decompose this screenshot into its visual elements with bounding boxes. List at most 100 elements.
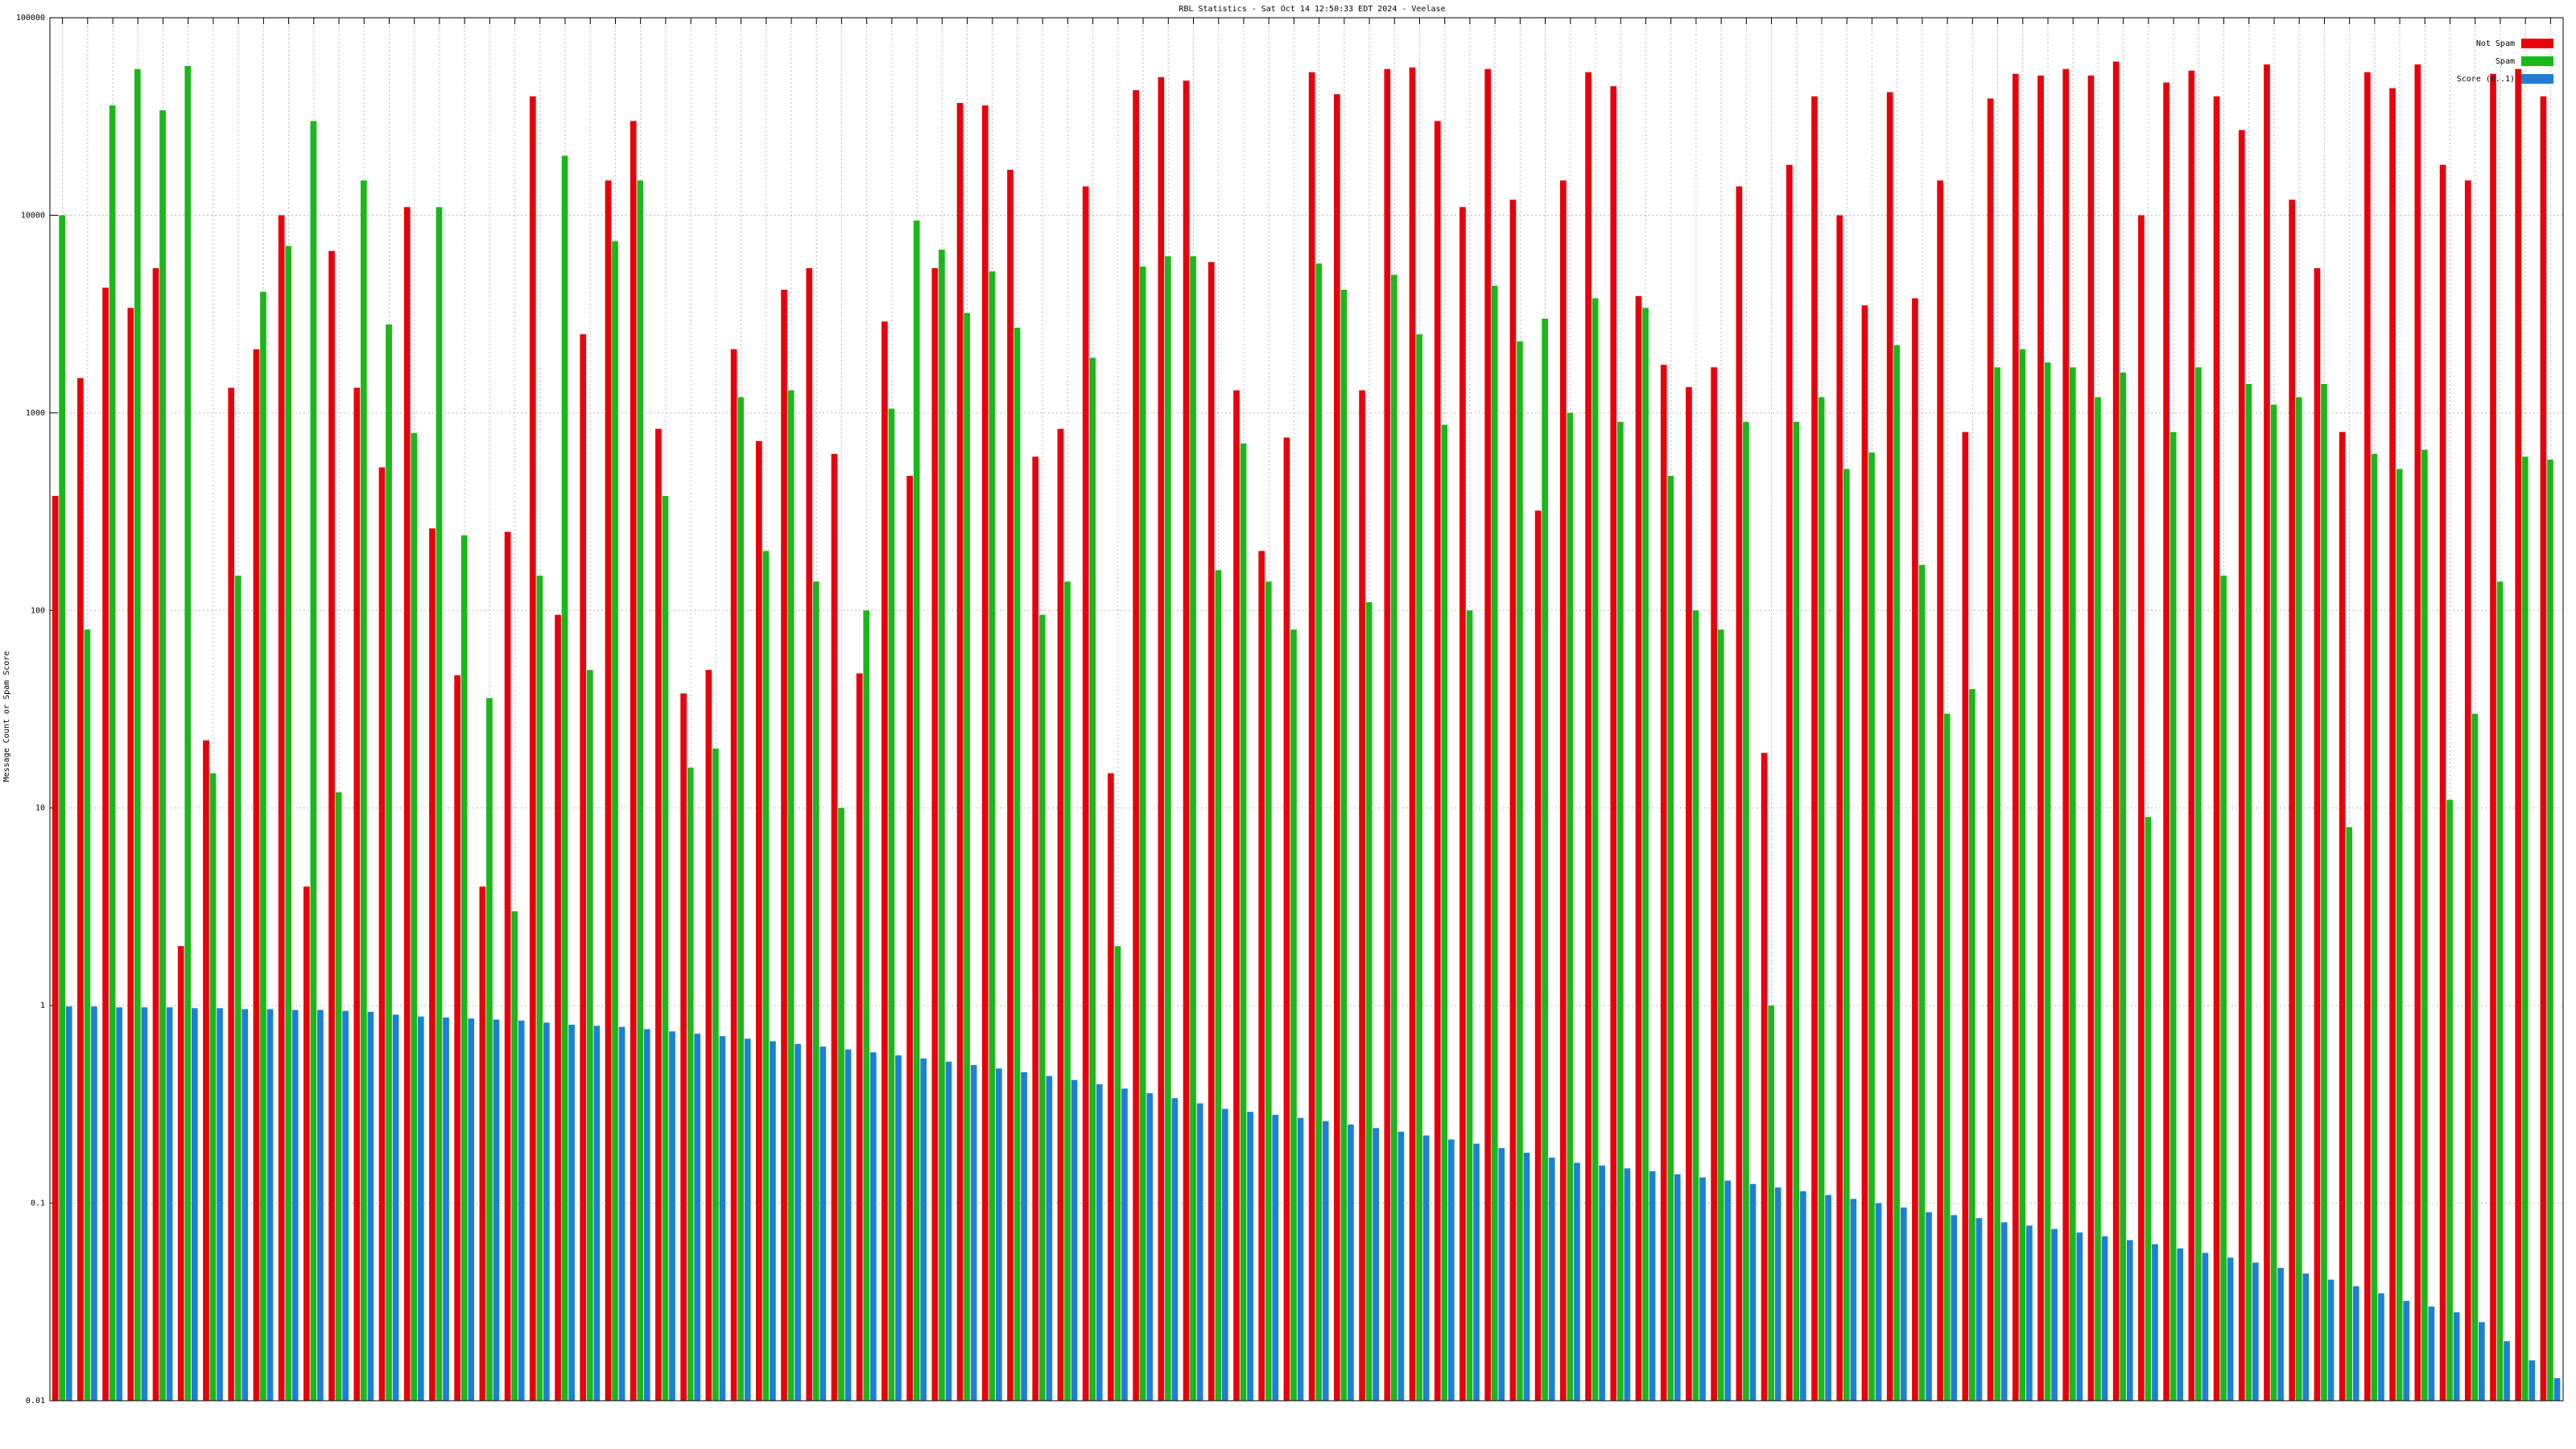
bar bbox=[2490, 73, 2496, 1401]
bar bbox=[705, 670, 712, 1401]
bar bbox=[411, 432, 418, 1401]
bar bbox=[2169, 431, 2177, 1401]
bar bbox=[593, 1026, 601, 1401]
bar bbox=[436, 207, 443, 1401]
bar bbox=[1021, 1071, 1027, 1401]
bar bbox=[1221, 1108, 1228, 1401]
bar bbox=[770, 1041, 776, 1401]
bar bbox=[662, 495, 669, 1401]
bar bbox=[1158, 76, 1165, 1402]
bar bbox=[669, 1031, 675, 1401]
bar bbox=[1774, 1187, 1781, 1401]
bar bbox=[378, 467, 386, 1401]
bar bbox=[2012, 73, 2019, 1401]
bar bbox=[1843, 469, 1850, 1401]
bar bbox=[2062, 68, 2070, 1401]
bar bbox=[1761, 753, 1768, 1401]
y-tick-label: 0.01 bbox=[26, 1397, 45, 1406]
bar bbox=[2145, 816, 2152, 1401]
bar bbox=[2352, 1286, 2359, 1401]
bar bbox=[1434, 121, 1441, 1402]
bar bbox=[260, 291, 266, 1402]
bar bbox=[643, 1029, 650, 1401]
bar bbox=[2529, 1360, 2536, 1401]
bar bbox=[1340, 289, 1348, 1402]
bar bbox=[2220, 576, 2227, 1401]
bar bbox=[303, 886, 310, 1401]
bar bbox=[1875, 1203, 1882, 1401]
bar bbox=[285, 246, 292, 1401]
bar bbox=[291, 1009, 299, 1401]
y-tick-label: 1000 bbox=[26, 409, 45, 418]
bar bbox=[1943, 713, 1951, 1401]
bar bbox=[1523, 1152, 1530, 1401]
bar bbox=[2346, 827, 2353, 1401]
bar bbox=[1007, 169, 1013, 1401]
bar bbox=[278, 215, 285, 1401]
bar bbox=[1610, 86, 1617, 1401]
bar bbox=[2138, 215, 2145, 1401]
bar bbox=[1667, 476, 1674, 1402]
bar bbox=[687, 767, 694, 1401]
bar bbox=[970, 1065, 977, 1401]
bar bbox=[1969, 688, 1975, 1401]
bar bbox=[2478, 1322, 2485, 1401]
bar bbox=[1359, 390, 1365, 1401]
bar bbox=[2051, 1228, 2058, 1401]
bar bbox=[787, 390, 795, 1401]
bar bbox=[2252, 1262, 2259, 1401]
bar bbox=[1585, 72, 1591, 1402]
bar bbox=[454, 675, 461, 1401]
bar bbox=[1096, 1084, 1103, 1401]
bar bbox=[266, 1009, 274, 1401]
bar bbox=[863, 610, 870, 1401]
bar bbox=[2213, 96, 2220, 1401]
bar bbox=[1994, 367, 2000, 1402]
bar bbox=[166, 1007, 173, 1401]
bar bbox=[1334, 94, 1340, 1401]
bar bbox=[2396, 469, 2403, 1401]
bar bbox=[65, 1006, 72, 1401]
bar bbox=[1975, 1218, 1983, 1401]
bar bbox=[1624, 1168, 1631, 1401]
bar bbox=[2289, 199, 2296, 1401]
bar bbox=[630, 121, 637, 1402]
legend-swatch bbox=[2521, 39, 2553, 48]
bar bbox=[1749, 1183, 1757, 1401]
bar bbox=[2471, 713, 2479, 1401]
bar bbox=[618, 1026, 625, 1401]
bar bbox=[881, 321, 888, 1401]
bar bbox=[1498, 1148, 1505, 1401]
bar bbox=[543, 1022, 550, 1401]
legend-swatch bbox=[2521, 56, 2553, 66]
bar bbox=[228, 387, 235, 1401]
bar bbox=[1133, 89, 1139, 1402]
bar bbox=[317, 1009, 324, 1401]
bar bbox=[203, 740, 209, 1401]
bar bbox=[655, 428, 662, 1401]
bar bbox=[234, 576, 242, 1401]
bar bbox=[1265, 581, 1272, 1401]
bar bbox=[84, 630, 91, 1401]
bar bbox=[1912, 298, 1918, 1402]
bar bbox=[468, 1018, 475, 1401]
bar bbox=[141, 1007, 148, 1401]
bar bbox=[1951, 1215, 1958, 1401]
bar bbox=[981, 105, 989, 1402]
bar bbox=[1509, 199, 1517, 1401]
bar bbox=[2188, 70, 2195, 1401]
bar bbox=[1926, 1212, 1932, 1401]
bar bbox=[443, 1017, 449, 1401]
bar bbox=[1272, 1114, 1279, 1401]
bar bbox=[1861, 305, 1868, 1402]
bar bbox=[2245, 383, 2252, 1401]
bar bbox=[1893, 345, 1901, 1401]
bar bbox=[2504, 1341, 2510, 1401]
bar bbox=[518, 1020, 525, 1401]
bar bbox=[1422, 1135, 1430, 1401]
bar bbox=[1768, 1005, 1774, 1401]
bar bbox=[838, 807, 844, 1401]
bar bbox=[2547, 459, 2553, 1401]
bar bbox=[91, 1006, 97, 1401]
